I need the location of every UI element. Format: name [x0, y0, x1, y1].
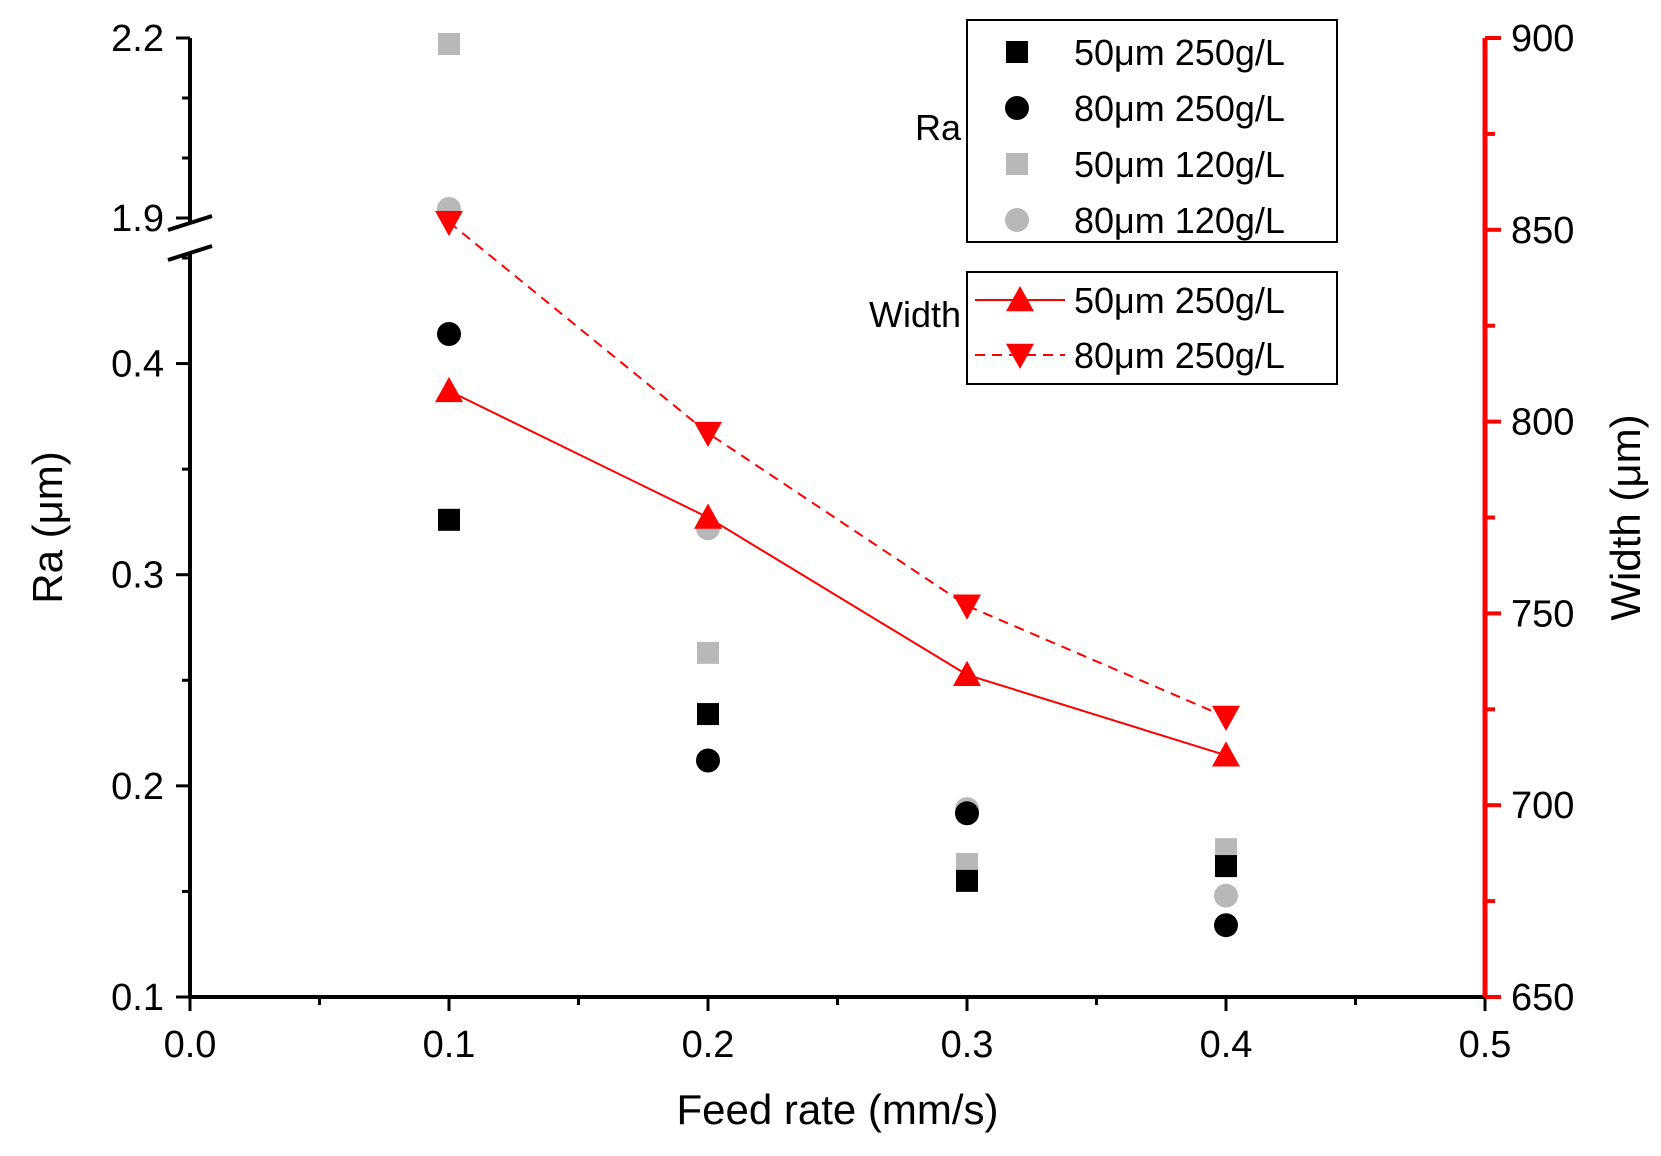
- axes-layer: 0.0 0.1 0.2 0.3 0.4 0.50.10.20.30.41.92.26507…: [111, 18, 1574, 1066]
- data-point-ra-0: [438, 508, 460, 531]
- right-axis-title: Width (μm): [1602, 414, 1649, 620]
- x-tick-label: 0.5: [1459, 1024, 1512, 1066]
- x-axis-title: Feed rate (mm/s): [676, 1086, 998, 1133]
- legend-marker: [1006, 343, 1034, 369]
- left-axis-title: Ra (μm): [24, 451, 71, 604]
- left-tick-label: 0.2: [111, 766, 164, 808]
- legend-entry-label: 80μm 250g/L: [1074, 88, 1285, 129]
- left-tick-label: 0.1: [111, 977, 164, 1019]
- right-tick-label: 900: [1511, 18, 1574, 60]
- right-tick-label: 850: [1511, 210, 1574, 252]
- legend-marker: [1006, 41, 1028, 63]
- data-point-width-4: [694, 503, 722, 529]
- x-tick-label: 0.4: [1200, 1024, 1253, 1066]
- data-point-ra-2: [1215, 838, 1237, 861]
- data-point-width-4: [953, 660, 981, 686]
- data-point-ra-2: [956, 852, 978, 875]
- axis-break-mark: [167, 214, 213, 232]
- data-point-ra-1: [1214, 913, 1238, 938]
- series-line-width-5: [448, 221, 1227, 718]
- x-tick-label: 0.3: [941, 1024, 994, 1066]
- right-tick-label: 700: [1511, 785, 1574, 827]
- legend-marker: [1006, 153, 1028, 175]
- legend-marker: [1005, 208, 1029, 232]
- legend-box-ra: [966, 19, 1338, 243]
- right-tick-label: 800: [1511, 402, 1574, 444]
- data-point-ra-2: [438, 33, 460, 55]
- data-point-width-5: [1212, 705, 1240, 731]
- legend-entry-label: 50μm 120g/L: [1074, 144, 1285, 185]
- data-point-ra-3: [1214, 883, 1238, 908]
- legend-title-ra: Ra: [915, 107, 962, 148]
- left-tick-label: 0.3: [111, 555, 164, 597]
- data-point-width-5: [694, 421, 722, 448]
- legend: Ra Width 50μm 250g/L 80μm 250g/L 50μm 120g/L…: [869, 19, 1338, 385]
- legend-marker: [1006, 286, 1034, 312]
- series-layer: [435, 33, 1240, 938]
- data-point-width-4: [435, 376, 463, 403]
- legend-marker: [1005, 96, 1029, 120]
- data-point-width-5: [435, 210, 463, 237]
- x-tick-label: 0.1: [423, 1024, 476, 1066]
- legend-entry-label: 80μm 250g/L: [1074, 335, 1285, 376]
- legend-entry-label: 50μm 250g/L: [1074, 280, 1285, 321]
- data-point-ra-1: [696, 748, 720, 773]
- data-point-ra-1: [955, 801, 979, 826]
- data-point-ra-1: [437, 322, 461, 347]
- legend-title-width: Width: [869, 294, 961, 335]
- data-point-ra-2: [697, 641, 719, 664]
- right-tick-label: 650: [1511, 977, 1574, 1019]
- legend-entry-label: 50μm 250g/L: [1074, 32, 1285, 73]
- legend-entry-label: 80μm 120g/L: [1074, 200, 1285, 241]
- left-tick-label: 1.9: [111, 198, 164, 240]
- data-point-ra-0: [1215, 855, 1237, 878]
- x-tick-label: 0.0: [164, 1024, 217, 1066]
- right-tick-label: 750: [1511, 593, 1574, 635]
- data-point-ra-0: [697, 703, 719, 726]
- series-line-width-4: [448, 390, 1227, 757]
- axis-break-mark: [167, 244, 213, 262]
- data-point-ra-0: [956, 869, 978, 892]
- legend-box-width: [966, 271, 1338, 385]
- x-tick-label: 0.2: [682, 1024, 735, 1066]
- left-tick-label: 0.4: [111, 344, 164, 386]
- data-point-width-4: [1212, 741, 1240, 767]
- left-tick-label: 2.2: [111, 18, 164, 60]
- data-point-width-5: [953, 594, 981, 620]
